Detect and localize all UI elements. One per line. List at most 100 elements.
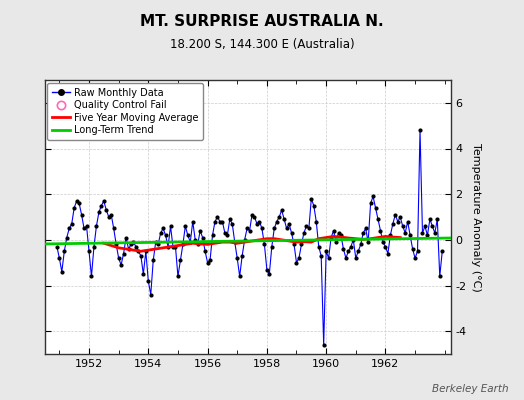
Point (189, 218, 197, 225)
Point (82, 223, 91, 229)
Point (285, 221, 293, 227)
Point (300, 230, 308, 236)
Point (53, 244, 61, 250)
Point (95, 209, 103, 216)
Point (124, 246, 133, 252)
Point (171, 244, 180, 250)
Point (399, 223, 407, 229)
Point (196, 228, 204, 234)
Point (228, 221, 236, 227)
Point (213, 214, 222, 220)
Point (191, 237, 200, 243)
Point (389, 221, 397, 227)
Point (241, 237, 249, 243)
Point (248, 212, 256, 218)
Point (102, 207, 111, 213)
Point (80, 225, 88, 232)
Point (312, 218, 321, 225)
Point (369, 193, 377, 200)
Point (235, 273, 244, 280)
Point (137, 253, 145, 259)
Point (68, 221, 76, 227)
Point (366, 200, 375, 206)
Point (307, 196, 315, 202)
Point (221, 230, 229, 236)
Point (362, 225, 370, 232)
Point (233, 255, 242, 261)
Point (435, 273, 444, 280)
Point (394, 218, 402, 225)
Point (97, 202, 105, 209)
Point (90, 244, 98, 250)
Point (122, 234, 130, 241)
Point (381, 244, 390, 250)
Point (384, 250, 392, 257)
Point (179, 241, 187, 248)
Point (105, 214, 113, 220)
Point (272, 218, 281, 225)
Point (438, 248, 446, 254)
Point (72, 198, 81, 204)
Point (141, 248, 150, 254)
Point (314, 244, 323, 250)
Text: 18.200 S, 144.300 E (Australia): 18.200 S, 144.300 E (Australia) (170, 38, 354, 51)
Point (218, 218, 226, 225)
Point (78, 212, 86, 218)
Point (112, 241, 121, 248)
Point (425, 216, 434, 222)
Point (386, 232, 395, 238)
Point (278, 207, 286, 213)
Point (65, 225, 73, 232)
Point (209, 232, 217, 238)
Point (391, 212, 399, 218)
Point (292, 260, 301, 266)
Legend: Raw Monthly Data, Quality Control Fail, Five Year Moving Average, Long-Term Tren: Raw Monthly Data, Quality Control Fail, … (48, 83, 203, 140)
Point (421, 223, 429, 229)
Point (255, 218, 264, 225)
Point (151, 239, 160, 245)
Point (265, 271, 274, 277)
Point (193, 241, 202, 248)
Point (169, 244, 177, 250)
Point (280, 216, 288, 222)
Point (186, 239, 194, 245)
Point (374, 216, 382, 222)
Point (117, 262, 125, 268)
Point (270, 225, 278, 232)
Point (408, 246, 417, 252)
Point (119, 250, 128, 257)
Point (134, 248, 143, 254)
Point (139, 271, 148, 277)
Point (268, 244, 276, 250)
Point (344, 248, 353, 254)
Point (62, 234, 71, 241)
Point (297, 241, 305, 248)
Point (231, 239, 239, 245)
Point (428, 223, 436, 229)
Point (396, 214, 405, 220)
Point (183, 232, 192, 238)
Point (176, 257, 184, 264)
Point (216, 218, 224, 225)
Point (332, 239, 340, 245)
Point (418, 230, 427, 236)
Point (223, 232, 232, 238)
Point (406, 232, 414, 238)
Point (144, 278, 152, 284)
Point (201, 248, 209, 254)
Point (310, 202, 318, 209)
Point (295, 255, 303, 261)
Point (75, 200, 83, 206)
Point (132, 244, 140, 250)
Point (290, 241, 298, 248)
Point (238, 253, 246, 259)
Point (433, 216, 442, 222)
Text: MT. SURPRISE AUSTRALIA N.: MT. SURPRISE AUSTRALIA N. (140, 14, 384, 29)
Y-axis label: Temperature Anomaly (°C): Temperature Anomaly (°C) (471, 143, 481, 291)
Point (58, 269, 66, 275)
Point (401, 230, 409, 236)
Point (70, 205, 79, 211)
Point (174, 273, 182, 280)
Text: Berkeley Earth: Berkeley Earth (432, 384, 508, 394)
Point (211, 218, 219, 225)
